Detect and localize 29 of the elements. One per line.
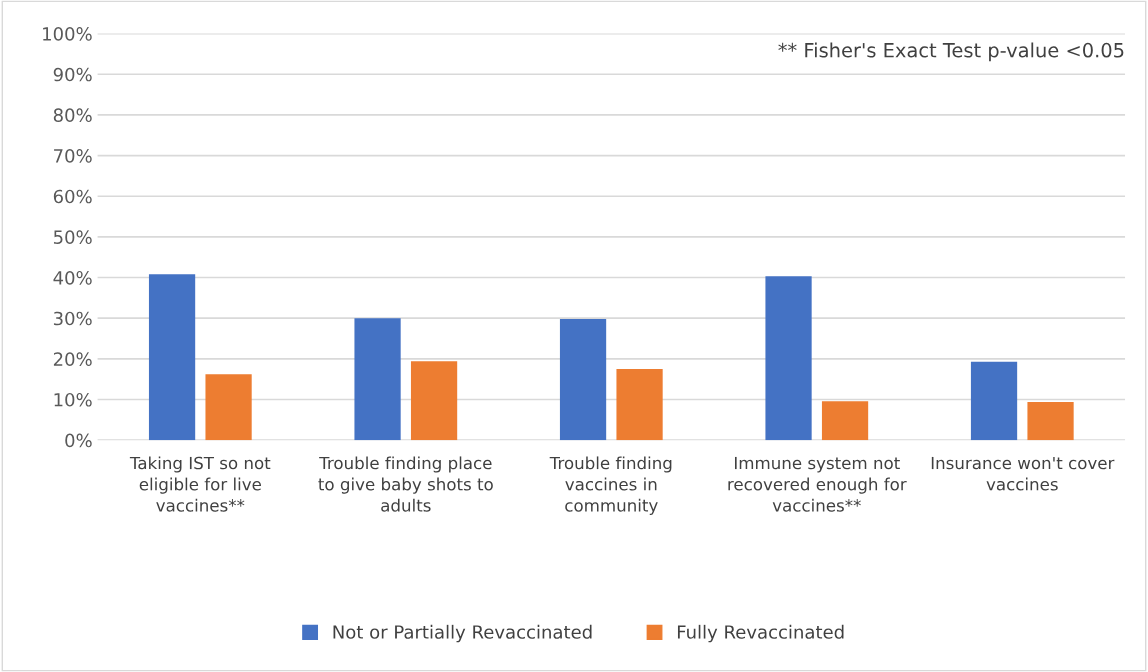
x-tick-label: Trouble finding place to give baby shots to adults bbox=[318, 456, 493, 512]
legend-label: Fully Revaccinated bbox=[677, 624, 844, 643]
legend-label: Not or Partially Revaccinated bbox=[333, 624, 592, 643]
x-tick-label: Insurance won't cover vaccines bbox=[931, 456, 1115, 491]
y-tick-label: 20% bbox=[53, 352, 92, 366]
y-tick-label: 90% bbox=[53, 67, 92, 82]
annotation: ** Fisher's Exact Test p-value <0.05 bbox=[778, 42, 1124, 62]
bar bbox=[821, 401, 869, 441]
y-tick-label: 40% bbox=[53, 271, 92, 285]
y-tick-label: 50% bbox=[53, 230, 92, 244]
bar bbox=[765, 276, 812, 441]
y-tick-label: 100% bbox=[43, 27, 92, 41]
y-tick-label: 70% bbox=[54, 149, 92, 163]
bar bbox=[616, 369, 663, 441]
bar bbox=[559, 319, 607, 441]
y-tick-label: 80% bbox=[53, 108, 92, 123]
x-tick-label: Immune system not recovered enough for vaccines** bbox=[728, 456, 907, 512]
bar bbox=[410, 361, 458, 441]
bar bbox=[205, 374, 252, 441]
bar bbox=[354, 318, 401, 441]
bar bbox=[1027, 401, 1074, 441]
y-tick-label: 10% bbox=[54, 392, 92, 407]
bar bbox=[970, 361, 1018, 441]
x-tick-label: Trouble finding vaccines in community bbox=[549, 456, 672, 515]
y-tick-label: 30% bbox=[53, 311, 92, 326]
y-tick-label: 0% bbox=[65, 433, 92, 448]
y-tick-label: 60% bbox=[53, 189, 92, 204]
bar bbox=[148, 274, 196, 441]
x-tick-label: Taking IST so not eligible for live vaccines** bbox=[129, 456, 271, 512]
